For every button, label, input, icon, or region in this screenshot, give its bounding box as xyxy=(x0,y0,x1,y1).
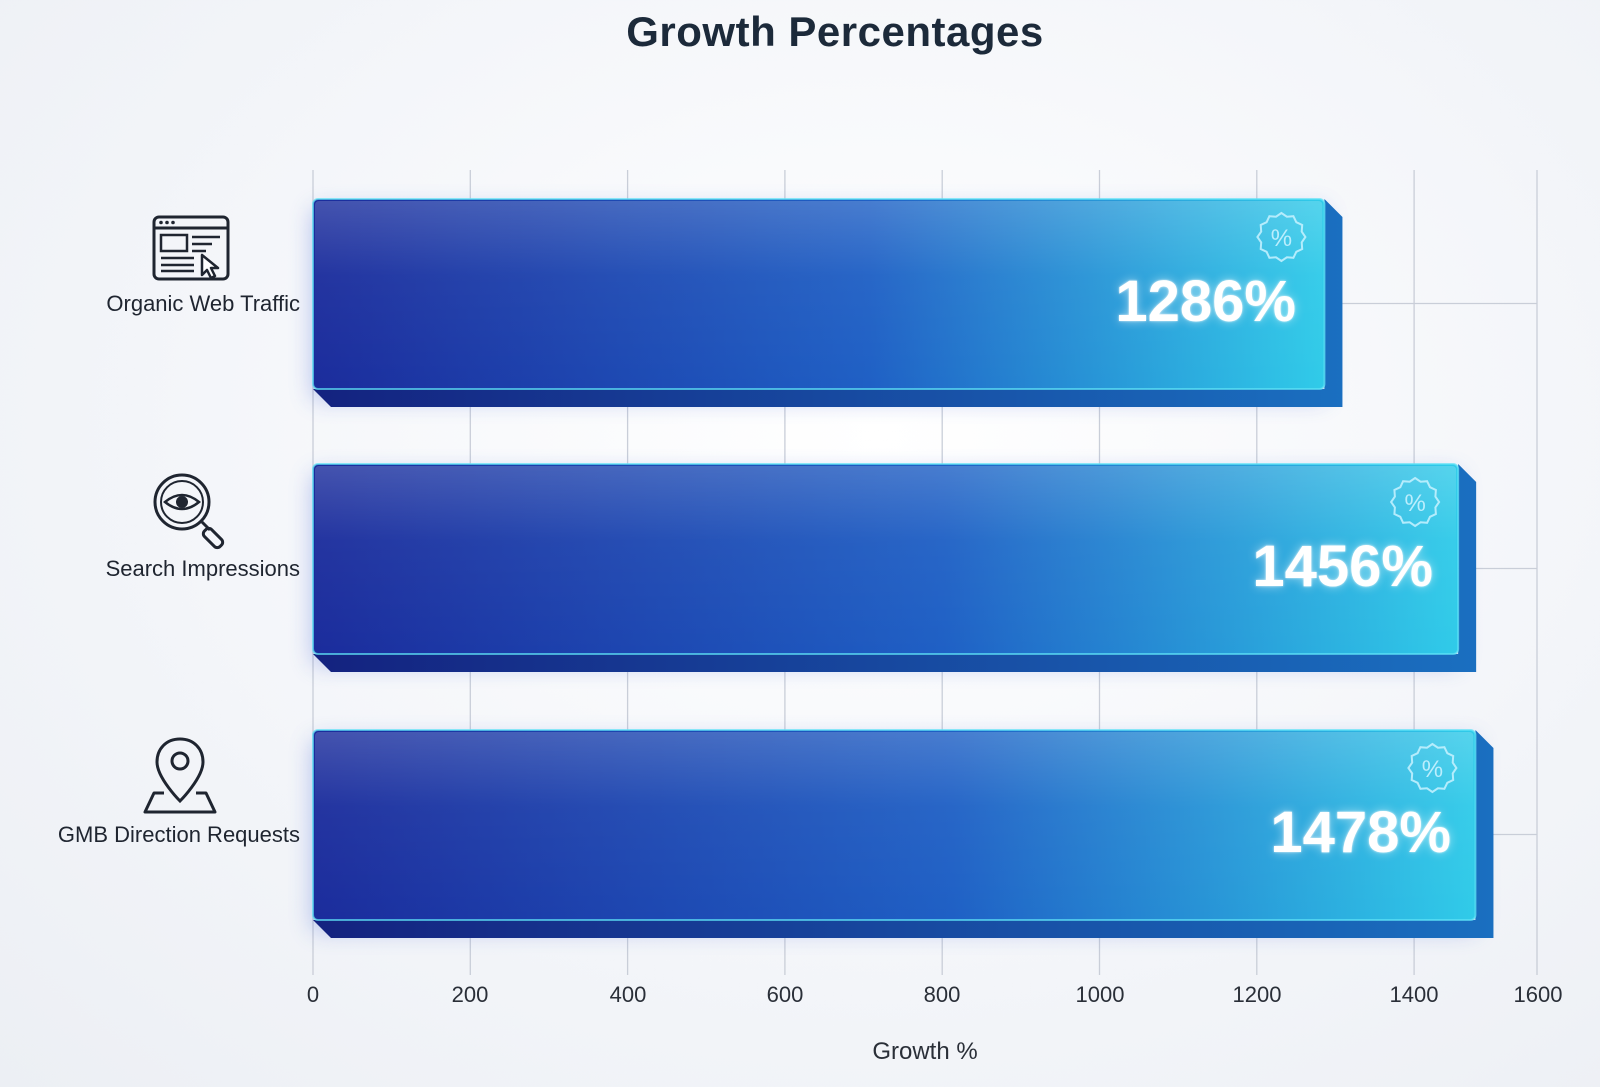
x-tick-label: 200 xyxy=(451,982,489,1007)
x-tick-label: 1000 xyxy=(1075,982,1125,1007)
map-pin-icon xyxy=(142,735,218,822)
value-label-organic-web-traffic: 1286% xyxy=(1115,269,1296,334)
bar: % xyxy=(312,463,1477,672)
eye-magnifier-icon xyxy=(150,470,234,559)
x-tick-label: 1400 xyxy=(1389,982,1439,1007)
value-label-gmb-direction-requests: 1478% xyxy=(1270,800,1451,865)
bars: %%% xyxy=(312,198,1494,938)
svg-text:%: % xyxy=(1422,756,1443,783)
chart-title: Growth Percentages xyxy=(626,8,1044,55)
bar-sheen xyxy=(315,201,1323,387)
bar-sheen xyxy=(315,466,1457,652)
category-label-organic-web-traffic: Organic Web Traffic xyxy=(106,291,300,316)
svg-text:%: % xyxy=(1404,490,1425,517)
x-tick-label: 1200 xyxy=(1232,982,1282,1007)
value-label-search-impressions: 1456% xyxy=(1252,534,1433,599)
category-label-search-impressions: Search Impressions xyxy=(105,556,300,581)
svg-text:%: % xyxy=(1271,225,1292,252)
percent-badge-icon: % xyxy=(1389,476,1441,528)
percent-badge-icon: % xyxy=(1407,742,1458,794)
bar: % xyxy=(312,729,1494,938)
x-tick-label: 1600 xyxy=(1513,982,1563,1007)
browser-window-icon xyxy=(150,213,232,290)
x-axis-label: Growth % xyxy=(872,1038,978,1065)
bar-sheen xyxy=(315,732,1474,918)
bar: % xyxy=(312,198,1343,407)
x-tick-label: 0 xyxy=(306,982,320,1007)
x-tick-label: 400 xyxy=(609,982,647,1007)
x-tick-label: 600 xyxy=(766,982,804,1007)
x-tick-label: 800 xyxy=(923,982,961,1007)
percent-badge-icon: % xyxy=(1256,211,1307,263)
category-label-gmb-direction-requests: GMB Direction Requests xyxy=(57,822,300,847)
